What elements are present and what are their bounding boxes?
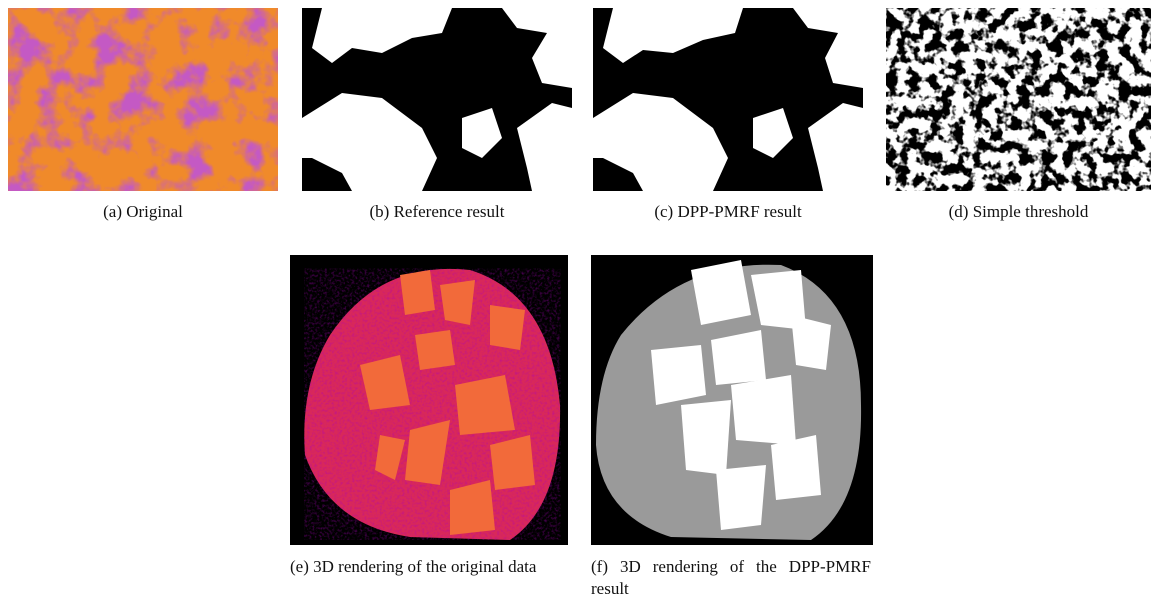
page: (a) Original (b) Reference result (c) DP… [0,0,1151,601]
render-dpp-pmrf [591,255,873,545]
label: (f) [591,557,608,576]
caption: (d) Simple threshold [886,201,1151,223]
threshold-image [886,8,1151,191]
caption-text: 3D rendering of the DPP-PMRF result [591,557,871,598]
label: (b) [370,202,390,221]
caption: (e) 3D rendering of the original data [290,556,570,578]
reference-image [302,8,572,191]
caption-text: Simple threshold [973,202,1089,221]
caption: (b) Reference result [302,201,572,223]
caption-text: Original [126,202,183,221]
caption: (f) 3D rendering of the DPP-PMRF result [591,556,871,600]
render-original [290,255,568,545]
caption-text: Reference result [394,202,505,221]
dpp-pmrf-image [593,8,863,191]
caption-text: 3D rendering of the original data [313,557,536,576]
caption-text: DPP-PMRF result [677,202,801,221]
label: (d) [949,202,969,221]
label: (c) [654,202,673,221]
label: (a) [103,202,122,221]
caption: (c) DPP-PMRF result [593,201,863,223]
original-image [8,8,278,191]
caption: (a) Original [8,201,278,223]
label: (e) [290,557,309,576]
